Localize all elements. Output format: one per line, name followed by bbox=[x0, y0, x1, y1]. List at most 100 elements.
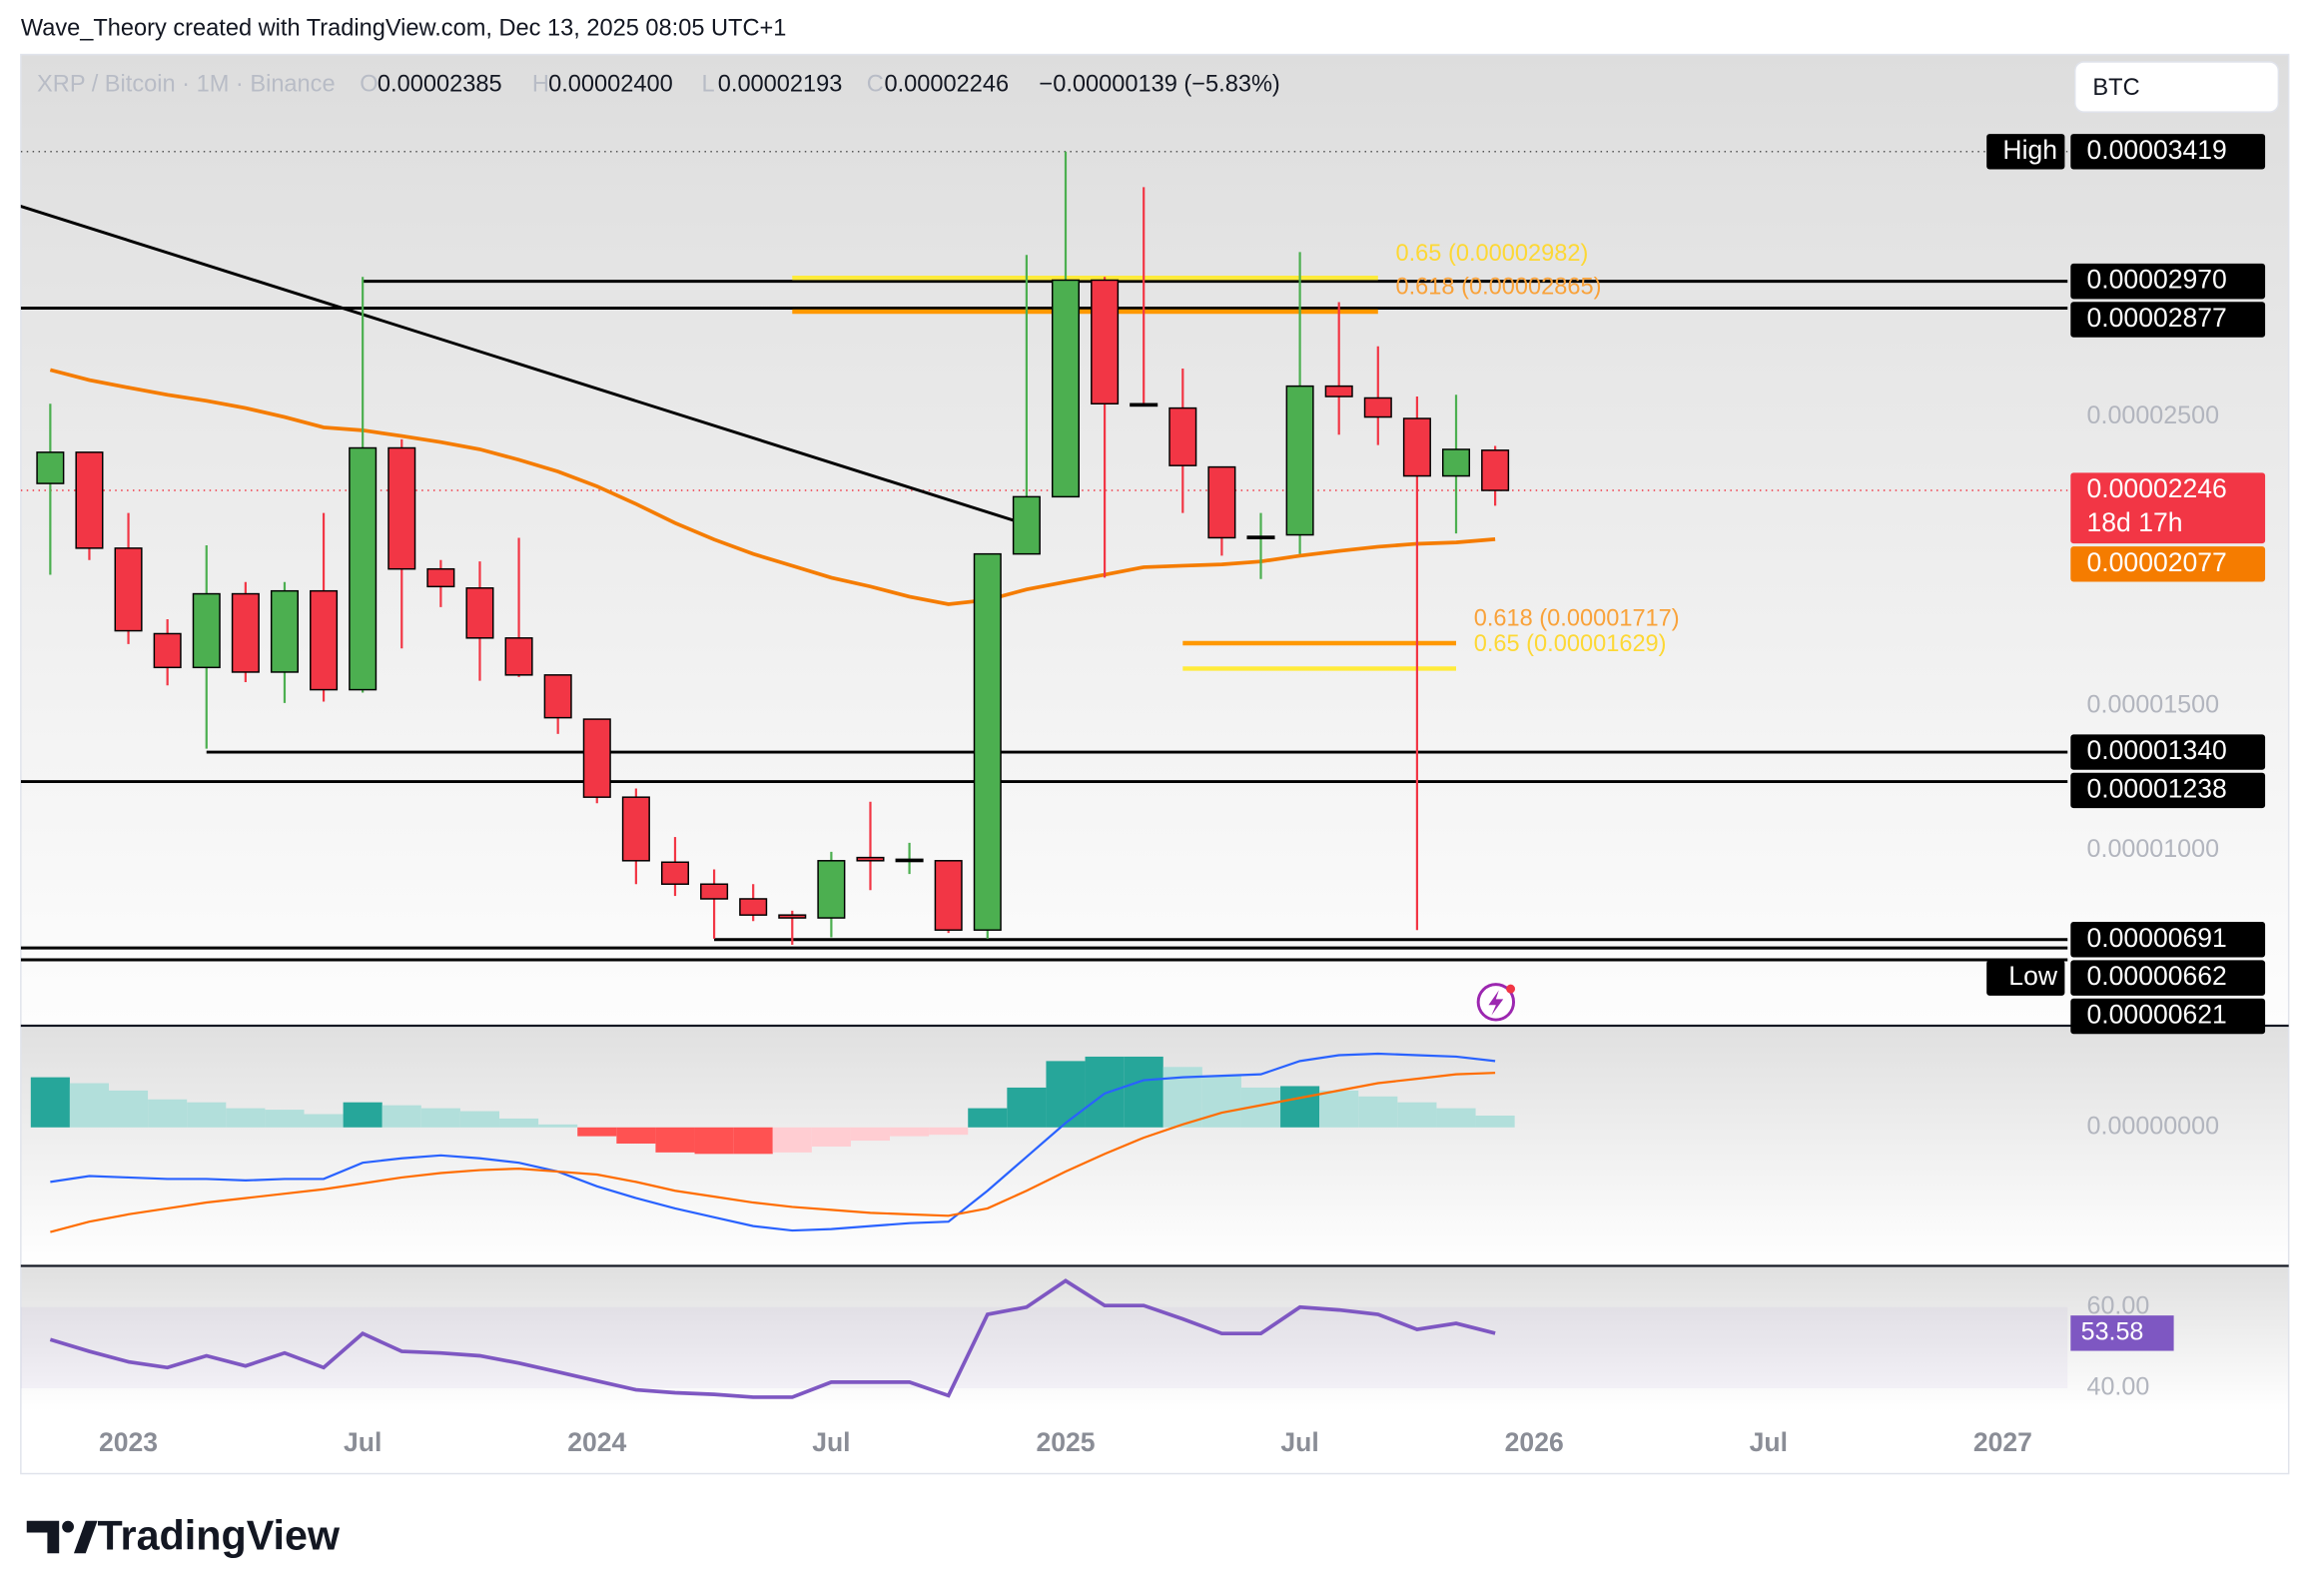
legend-value: 0.00002246 bbox=[885, 72, 1010, 98]
rsi-badge-label: 53.58 bbox=[2081, 1317, 2144, 1345]
tag-badge bbox=[1986, 134, 2065, 170]
candle-body bbox=[1130, 402, 1158, 407]
price-badge-label: 0.00000621 bbox=[2087, 999, 2227, 1029]
macd-histogram-bar bbox=[265, 1110, 305, 1128]
x-tick-label: 2027 bbox=[1973, 1427, 2032, 1457]
x-tick-label: 2024 bbox=[567, 1427, 626, 1457]
candle-body bbox=[310, 589, 339, 691]
x-tick-label: Jul bbox=[1750, 1427, 1788, 1457]
legend-value: 0.00002193 bbox=[718, 72, 843, 98]
price-badge-label: 0.00003419 bbox=[2087, 135, 2227, 165]
macd-histogram-bar bbox=[733, 1127, 773, 1155]
macd-histogram-bar bbox=[890, 1127, 930, 1137]
macd-histogram-bar bbox=[69, 1083, 110, 1128]
y-tick-label: 0.00002500 bbox=[2087, 401, 2220, 429]
candle-body bbox=[1207, 465, 1236, 539]
price-badge bbox=[2070, 134, 2266, 170]
rsi-band bbox=[20, 1306, 2068, 1388]
macd-histogram-bar bbox=[148, 1099, 188, 1128]
candle-body bbox=[856, 856, 885, 862]
candle-body bbox=[621, 796, 650, 862]
candle-body bbox=[739, 898, 768, 916]
price-badge bbox=[2070, 922, 2266, 958]
macd-histogram-bar bbox=[694, 1127, 734, 1155]
macd-histogram-bar bbox=[1124, 1056, 1163, 1128]
macd-histogram-bar bbox=[1201, 1076, 1241, 1128]
logo-text: TradingView bbox=[98, 1512, 341, 1558]
price-badge bbox=[2070, 998, 2266, 1035]
macd-histogram-bar bbox=[1358, 1096, 1398, 1128]
fib-label: 0.65 (0.00001629) bbox=[1474, 631, 1667, 657]
candle-body bbox=[817, 860, 846, 919]
legend-change: −0.00000139 (−5.83%) bbox=[1039, 72, 1279, 98]
x-tick-label: 2025 bbox=[1036, 1427, 1095, 1457]
macd-histogram-bar bbox=[616, 1127, 656, 1145]
candle-body bbox=[36, 451, 65, 484]
y-tick-label: 0.00001000 bbox=[2087, 835, 2220, 863]
chart-frame bbox=[20, 53, 2290, 1475]
symbol: XRP / Bitcoin · 1M · Binance bbox=[37, 72, 336, 98]
x-tick-label: 2023 bbox=[99, 1427, 158, 1457]
fib-label: 0.618 (0.00001717) bbox=[1474, 606, 1680, 632]
rsi-badge bbox=[2070, 1315, 2174, 1351]
price-badge-label: 0.00000691 bbox=[2087, 923, 2227, 953]
price-badge bbox=[2070, 734, 2266, 770]
price-badge-label: 0.00002877 bbox=[2087, 303, 2227, 333]
x-tick-label: 2026 bbox=[1505, 1427, 1564, 1457]
macd-histogram-bar bbox=[304, 1114, 344, 1128]
candle-body bbox=[426, 567, 455, 588]
fib-label: 0.618 (0.00002865) bbox=[1396, 275, 1602, 301]
candle-body bbox=[465, 587, 494, 639]
x-tick-label: Jul bbox=[344, 1427, 382, 1457]
candle-body bbox=[1285, 385, 1314, 536]
currency-label: BTC bbox=[2092, 75, 2139, 101]
macd-histogram-bar bbox=[343, 1102, 383, 1128]
x-tick-label: Jul bbox=[812, 1427, 850, 1457]
macd-histogram-bar bbox=[1007, 1087, 1047, 1128]
candle-body bbox=[1051, 279, 1081, 498]
macd-histogram-bar bbox=[499, 1118, 539, 1128]
rsi-tick-label: 40.00 bbox=[2087, 1373, 2150, 1401]
macd-histogram-bar bbox=[1397, 1102, 1437, 1128]
price-badge bbox=[2070, 302, 2266, 338]
candle-body bbox=[1481, 449, 1510, 491]
legend: XRP / Bitcoin · 1M · Binance O 0.0000238… bbox=[37, 72, 1280, 98]
macd-histogram-bar bbox=[1280, 1086, 1320, 1128]
axes: 0.00001000 0.00001500 0.00002500 0.00000000… bbox=[99, 134, 2266, 1457]
legend-value: 0.00002385 bbox=[378, 72, 502, 98]
macd-histogram-bar bbox=[1319, 1090, 1359, 1128]
macd-histogram-bar bbox=[226, 1108, 266, 1128]
candle-body bbox=[1324, 385, 1353, 398]
macd-histogram-bar bbox=[929, 1127, 969, 1136]
candle-body bbox=[582, 718, 611, 798]
macd-tick-label: 0.00000000 bbox=[2087, 1112, 2220, 1140]
candle-body bbox=[504, 637, 533, 676]
macd-histogram-bar bbox=[187, 1102, 227, 1128]
candle-body bbox=[778, 914, 807, 919]
alert-icon bbox=[1476, 983, 1516, 1022]
legend-key: L bbox=[702, 72, 715, 98]
currency-button[interactable] bbox=[2073, 61, 2280, 113]
rsi-line bbox=[49, 1278, 1496, 1399]
moving-average bbox=[49, 368, 1496, 606]
candle-body bbox=[75, 451, 104, 549]
candle-body bbox=[1091, 279, 1120, 404]
macd-histogram-bar bbox=[772, 1127, 812, 1153]
price-badge-label: 0.00002246 bbox=[2087, 473, 2227, 503]
price-badge bbox=[2070, 472, 2266, 544]
candle-body bbox=[895, 858, 924, 863]
macd-histogram-bar bbox=[30, 1077, 70, 1128]
macd-histogram-bar bbox=[1046, 1061, 1086, 1128]
candle-body bbox=[270, 589, 299, 673]
macd-histogram-bar bbox=[577, 1127, 617, 1137]
legend-key: O bbox=[360, 72, 378, 98]
candle-body bbox=[1246, 535, 1275, 539]
price-badge bbox=[2070, 546, 2266, 582]
macd-histogram-bar bbox=[538, 1124, 578, 1128]
macd-histogram-bar bbox=[655, 1127, 695, 1153]
price-badge-label: 0.00000662 bbox=[2087, 961, 2227, 991]
macd-histogram-bar bbox=[811, 1127, 851, 1147]
price-badge-label: 0.00001238 bbox=[2087, 773, 2227, 803]
fib-label: 0.65 (0.00002982) bbox=[1396, 241, 1589, 267]
candle-body bbox=[1402, 417, 1431, 477]
